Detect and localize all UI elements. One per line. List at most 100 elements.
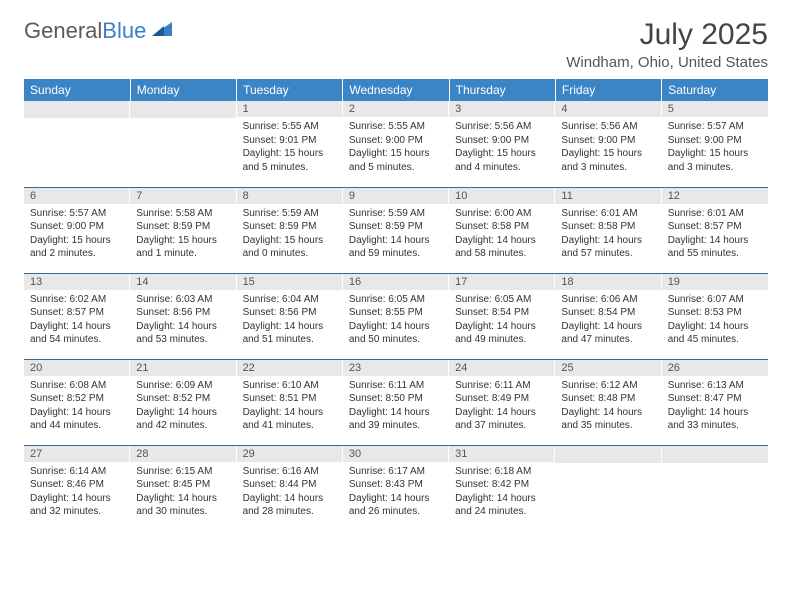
calendar-day-cell: 21Sunrise: 6:09 AMSunset: 8:52 PMDayligh…: [130, 359, 236, 445]
day-content: Sunrise: 5:57 AMSunset: 9:00 PMDaylight:…: [24, 204, 130, 265]
sunset-line: Sunset: 8:46 PM: [30, 478, 124, 492]
day-number: [555, 446, 661, 463]
daylight-line: Daylight: 14 hours and 50 minutes.: [349, 320, 443, 347]
sunrise-line: Sunrise: 6:18 AM: [455, 465, 549, 479]
day-number: 14: [130, 274, 236, 290]
sunset-line: Sunset: 8:50 PM: [349, 392, 443, 406]
weekday-header: Friday: [555, 79, 661, 101]
sunrise-line: Sunrise: 5:57 AM: [30, 207, 124, 221]
day-content: Sunrise: 6:17 AMSunset: 8:43 PMDaylight:…: [343, 462, 449, 523]
daylight-line: Daylight: 14 hours and 58 minutes.: [455, 234, 549, 261]
day-number: 23: [343, 360, 449, 376]
day-number: 6: [24, 188, 130, 204]
calendar-day-cell: 1Sunrise: 5:55 AMSunset: 9:01 PMDaylight…: [237, 101, 343, 187]
calendar-day-cell: 5Sunrise: 5:57 AMSunset: 9:00 PMDaylight…: [662, 101, 768, 187]
day-content: [555, 463, 661, 513]
daylight-line: Daylight: 14 hours and 35 minutes.: [561, 406, 655, 433]
calendar-day-cell: 12Sunrise: 6:01 AMSunset: 8:57 PMDayligh…: [662, 187, 768, 273]
daylight-line: Daylight: 14 hours and 26 minutes.: [349, 492, 443, 519]
calendar-day-cell: 4Sunrise: 5:56 AMSunset: 9:00 PMDaylight…: [555, 101, 661, 187]
weekday-header: Tuesday: [237, 79, 343, 101]
day-number: 29: [237, 446, 343, 462]
brand-word-2: Blue: [102, 18, 146, 44]
calendar-day-cell: 28Sunrise: 6:15 AMSunset: 8:45 PMDayligh…: [130, 445, 236, 531]
day-number: 4: [555, 101, 661, 117]
daylight-line: Daylight: 14 hours and 33 minutes.: [668, 406, 762, 433]
sunset-line: Sunset: 8:43 PM: [349, 478, 443, 492]
day-content: Sunrise: 5:55 AMSunset: 9:00 PMDaylight:…: [343, 117, 449, 178]
day-number: [662, 446, 768, 463]
day-number: 8: [237, 188, 343, 204]
sunset-line: Sunset: 8:52 PM: [136, 392, 230, 406]
day-content: Sunrise: 6:06 AMSunset: 8:54 PMDaylight:…: [555, 290, 661, 351]
calendar-day-cell: 29Sunrise: 6:16 AMSunset: 8:44 PMDayligh…: [237, 445, 343, 531]
sunset-line: Sunset: 9:00 PM: [349, 134, 443, 148]
calendar-day-cell: 25Sunrise: 6:12 AMSunset: 8:48 PMDayligh…: [555, 359, 661, 445]
day-content: Sunrise: 6:05 AMSunset: 8:55 PMDaylight:…: [343, 290, 449, 351]
sunrise-line: Sunrise: 6:01 AM: [561, 207, 655, 221]
sunrise-line: Sunrise: 6:06 AM: [561, 293, 655, 307]
day-number: 25: [555, 360, 661, 376]
day-number: 18: [555, 274, 661, 290]
calendar-day-cell: 8Sunrise: 5:59 AMSunset: 8:59 PMDaylight…: [237, 187, 343, 273]
day-number: 19: [662, 274, 768, 290]
sunset-line: Sunset: 9:00 PM: [668, 134, 762, 148]
sunrise-line: Sunrise: 6:12 AM: [561, 379, 655, 393]
day-number: [130, 101, 236, 118]
day-number: 3: [449, 101, 555, 117]
daylight-line: Daylight: 15 hours and 1 minute.: [136, 234, 230, 261]
sunrise-line: Sunrise: 6:01 AM: [668, 207, 762, 221]
day-number: 2: [343, 101, 449, 117]
day-content: Sunrise: 6:07 AMSunset: 8:53 PMDaylight:…: [662, 290, 768, 351]
sail-icon: [150, 18, 174, 44]
calendar-day-cell: 18Sunrise: 6:06 AMSunset: 8:54 PMDayligh…: [555, 273, 661, 359]
day-content: Sunrise: 6:14 AMSunset: 8:46 PMDaylight:…: [24, 462, 130, 523]
calendar-empty-cell: [24, 101, 130, 187]
sunset-line: Sunset: 8:45 PM: [136, 478, 230, 492]
calendar-day-cell: 26Sunrise: 6:13 AMSunset: 8:47 PMDayligh…: [662, 359, 768, 445]
day-content: Sunrise: 6:12 AMSunset: 8:48 PMDaylight:…: [555, 376, 661, 437]
daylight-line: Daylight: 14 hours and 30 minutes.: [136, 492, 230, 519]
day-content: Sunrise: 6:05 AMSunset: 8:54 PMDaylight:…: [449, 290, 555, 351]
daylight-line: Daylight: 15 hours and 5 minutes.: [349, 147, 443, 174]
day-number: 7: [130, 188, 236, 204]
sunrise-line: Sunrise: 5:55 AM: [243, 120, 337, 134]
calendar-week-row: 13Sunrise: 6:02 AMSunset: 8:57 PMDayligh…: [24, 273, 768, 359]
calendar-day-cell: 23Sunrise: 6:11 AMSunset: 8:50 PMDayligh…: [343, 359, 449, 445]
sunrise-line: Sunrise: 6:14 AM: [30, 465, 124, 479]
sunset-line: Sunset: 8:47 PM: [668, 392, 762, 406]
sunset-line: Sunset: 9:01 PM: [243, 134, 337, 148]
day-number: 22: [237, 360, 343, 376]
daylight-line: Daylight: 14 hours and 54 minutes.: [30, 320, 124, 347]
sunrise-line: Sunrise: 6:09 AM: [136, 379, 230, 393]
day-content: [662, 463, 768, 513]
calendar-week-row: 6Sunrise: 5:57 AMSunset: 9:00 PMDaylight…: [24, 187, 768, 273]
sunrise-line: Sunrise: 6:03 AM: [136, 293, 230, 307]
sunset-line: Sunset: 9:00 PM: [30, 220, 124, 234]
daylight-line: Daylight: 14 hours and 53 minutes.: [136, 320, 230, 347]
sunrise-line: Sunrise: 6:17 AM: [349, 465, 443, 479]
daylight-line: Daylight: 14 hours and 41 minutes.: [243, 406, 337, 433]
sunset-line: Sunset: 8:52 PM: [30, 392, 124, 406]
sunrise-line: Sunrise: 6:10 AM: [243, 379, 337, 393]
daylight-line: Daylight: 14 hours and 42 minutes.: [136, 406, 230, 433]
calendar-day-cell: 11Sunrise: 6:01 AMSunset: 8:58 PMDayligh…: [555, 187, 661, 273]
sunrise-line: Sunrise: 6:05 AM: [349, 293, 443, 307]
sunset-line: Sunset: 8:57 PM: [668, 220, 762, 234]
daylight-line: Daylight: 14 hours and 44 minutes.: [30, 406, 124, 433]
sunset-line: Sunset: 8:48 PM: [561, 392, 655, 406]
sunrise-line: Sunrise: 6:11 AM: [455, 379, 549, 393]
calendar-week-row: 1Sunrise: 5:55 AMSunset: 9:01 PMDaylight…: [24, 101, 768, 187]
daylight-line: Daylight: 14 hours and 55 minutes.: [668, 234, 762, 261]
day-content: Sunrise: 6:15 AMSunset: 8:45 PMDaylight:…: [130, 462, 236, 523]
calendar-day-cell: 15Sunrise: 6:04 AMSunset: 8:56 PMDayligh…: [237, 273, 343, 359]
title-block: July 2025 Windham, Ohio, United States: [566, 18, 768, 71]
day-number: 11: [555, 188, 661, 204]
calendar-empty-cell: [662, 445, 768, 531]
sunset-line: Sunset: 8:56 PM: [243, 306, 337, 320]
sunset-line: Sunset: 8:53 PM: [668, 306, 762, 320]
calendar-day-cell: 27Sunrise: 6:14 AMSunset: 8:46 PMDayligh…: [24, 445, 130, 531]
day-content: Sunrise: 6:16 AMSunset: 8:44 PMDaylight:…: [237, 462, 343, 523]
calendar-day-cell: 9Sunrise: 5:59 AMSunset: 8:59 PMDaylight…: [343, 187, 449, 273]
sunset-line: Sunset: 8:49 PM: [455, 392, 549, 406]
